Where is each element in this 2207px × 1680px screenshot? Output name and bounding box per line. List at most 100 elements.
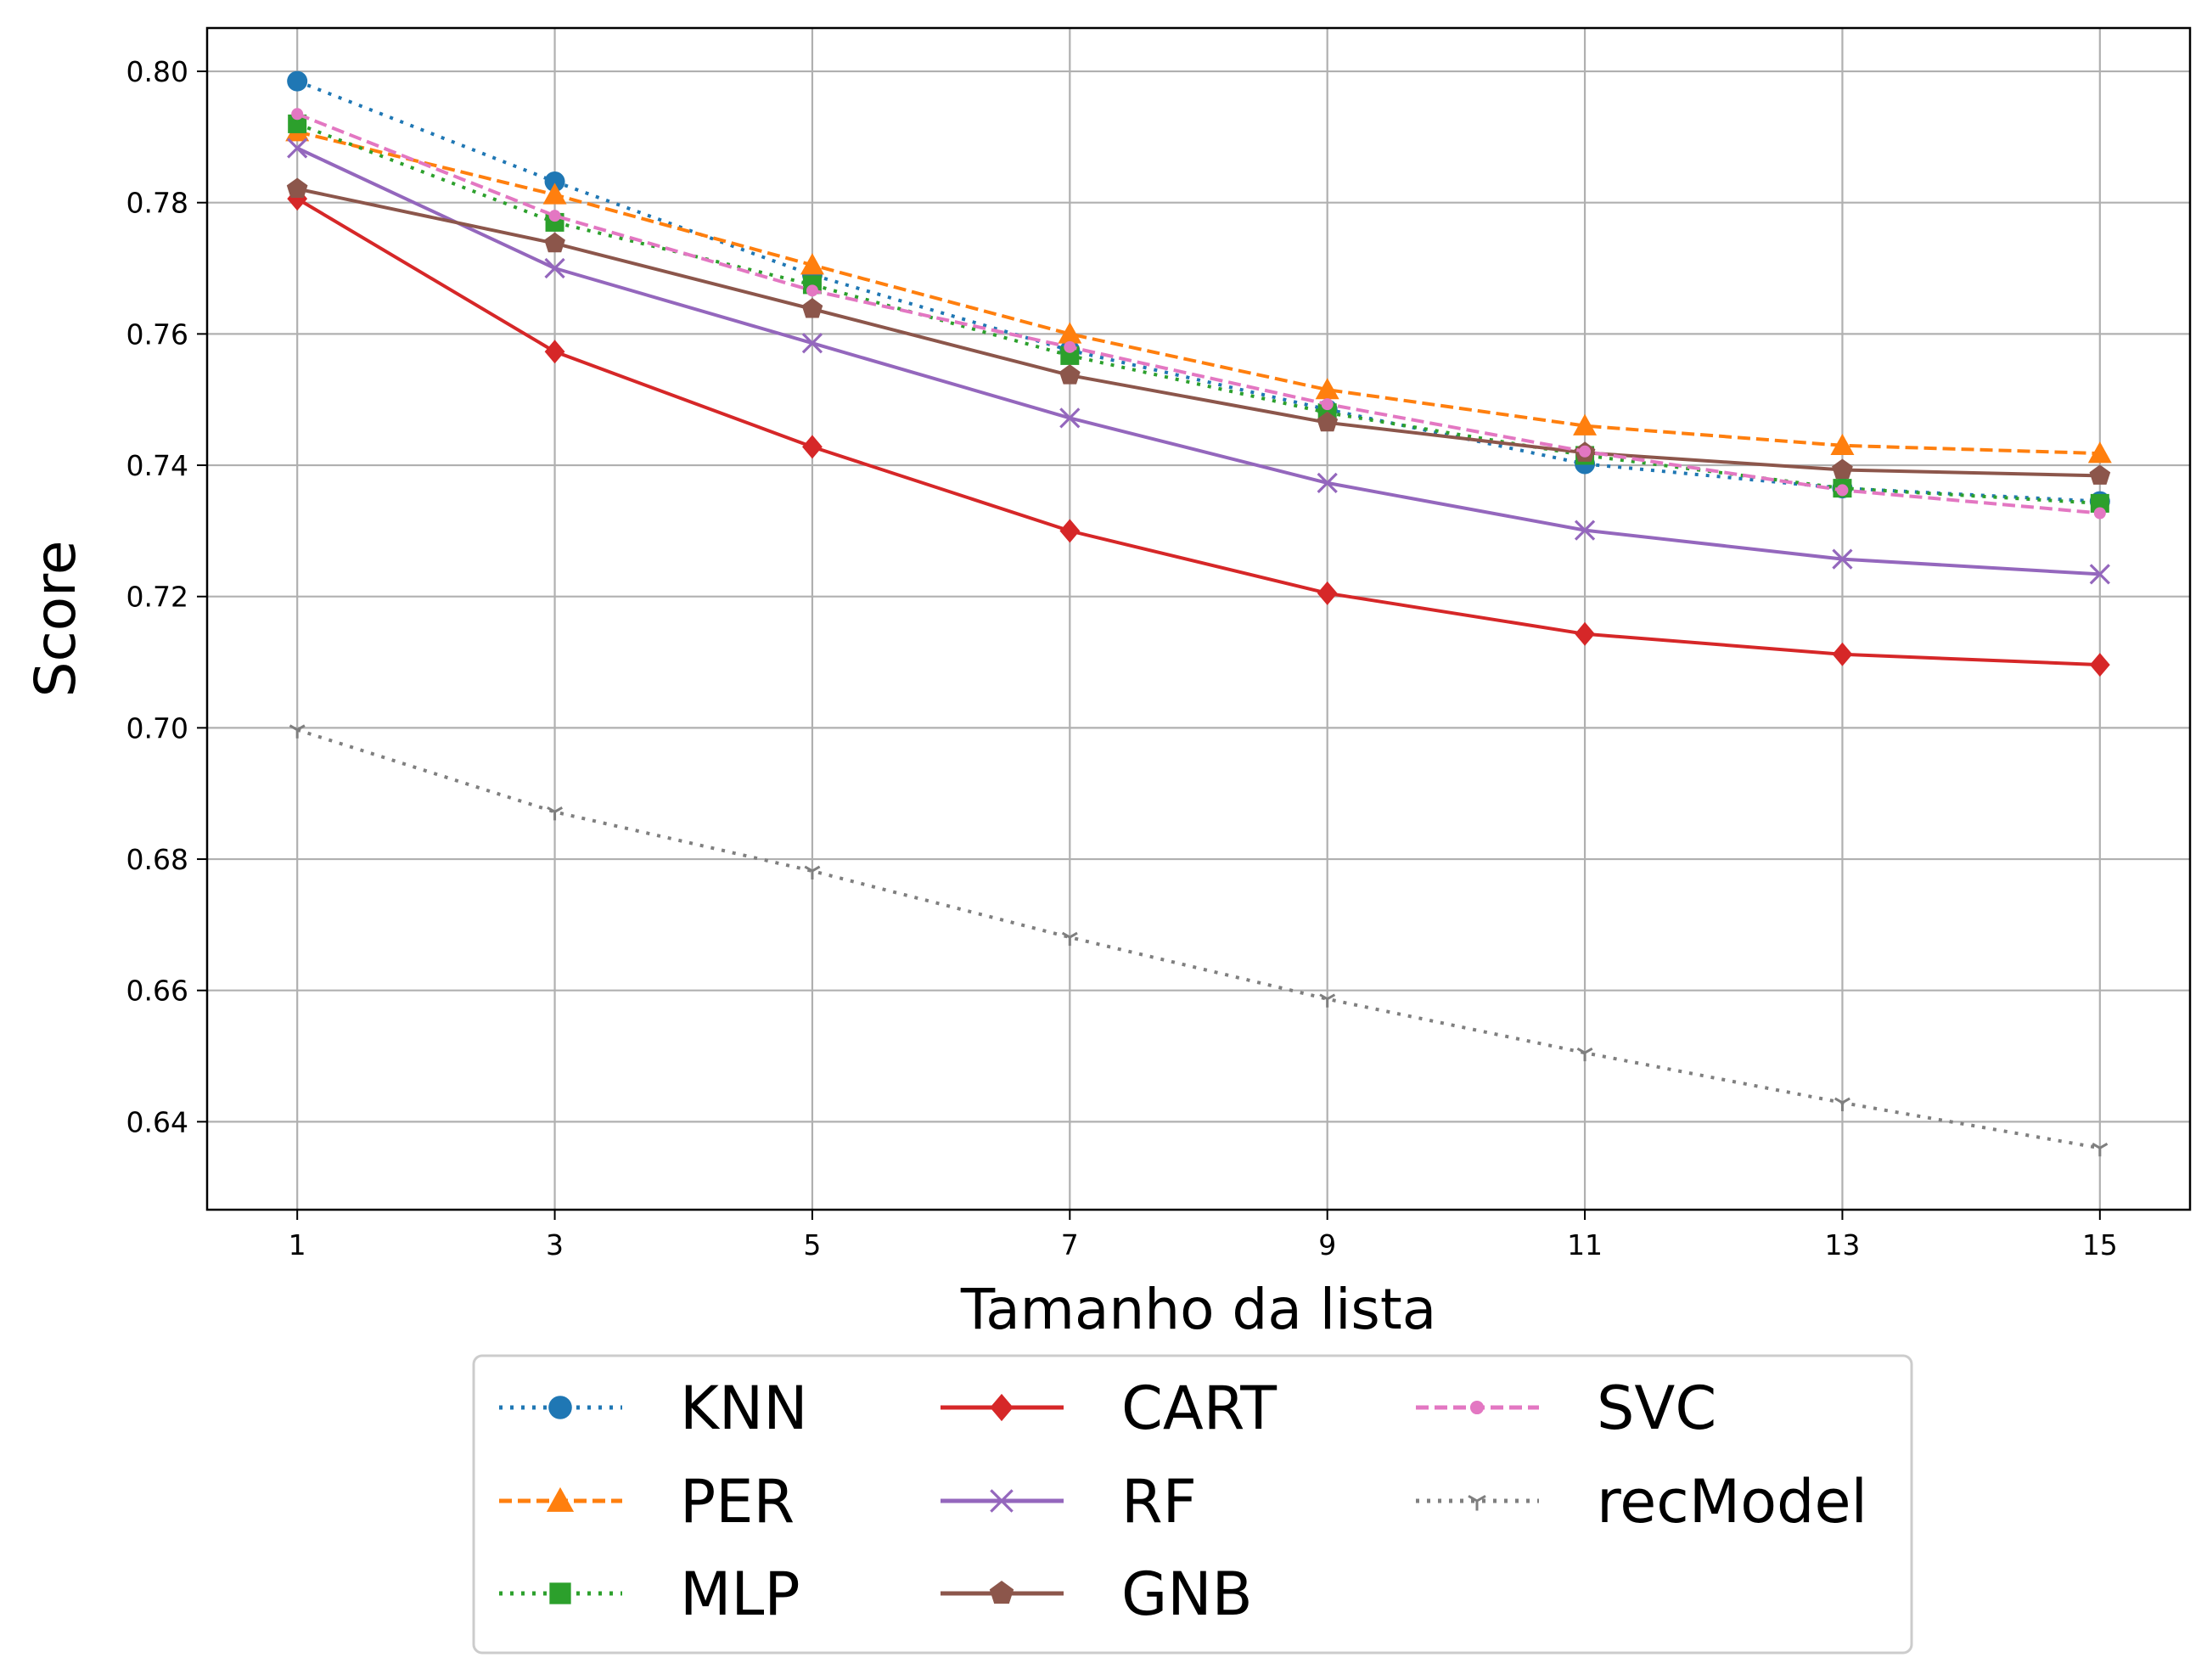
data-point [801,298,823,318]
data-point [548,210,561,222]
data-point [1059,519,1081,543]
data-point [1573,413,1598,435]
data-point [802,435,823,459]
data-point [1575,621,1595,646]
grid [207,28,2190,1210]
data-point [2090,493,2109,513]
data-point [1064,340,1076,353]
data-point [1317,472,1338,494]
data-point [1317,581,1338,605]
data-point [287,187,308,211]
data-point [1061,931,1078,947]
y-tick-label: 0.68 [126,843,188,876]
series-line [296,197,2100,667]
data-point [1832,642,1853,666]
y-tick-label: 0.80 [126,55,188,88]
legend-label: recModel [1597,1467,1867,1537]
data-point [2089,464,2111,485]
data-point [1317,411,1339,432]
x-axis-label: Tamanho da lista [960,1277,1436,1342]
x-tick-label: 7 [1061,1228,1079,1261]
series-line [296,728,2101,1150]
legend-item-recModel: recModel [1416,1467,1867,1537]
series-SVC [291,108,2106,520]
y-tick-label: 0.76 [126,317,188,351]
x-tick-label: 13 [1824,1228,1860,1261]
data-point [1058,322,1082,344]
data-point [287,70,308,92]
series-lines [285,70,2112,1157]
x-tick-label: 5 [803,1228,821,1261]
legend-label: CART [1121,1374,1277,1443]
data-point [548,1396,572,1419]
x-tick-label: 1 [289,1228,306,1261]
legend-item-RF: RF [941,1467,1197,1537]
y-tick-label: 0.64 [126,1105,188,1138]
data-point [2093,507,2106,520]
legend-label: GNB [1121,1559,1253,1629]
y-tick-label: 0.74 [126,449,188,482]
data-point [544,171,565,192]
data-point [990,1489,1014,1513]
y-tick-label: 0.78 [126,187,188,220]
data-point [2087,441,2112,464]
x-tick-label: 11 [1567,1228,1603,1261]
data-point [546,1486,575,1512]
data-point [1830,433,1855,456]
data-point [801,333,823,354]
legend-label: RF [1121,1467,1197,1537]
data-point [289,724,306,739]
data-point [542,183,567,205]
data-point [800,253,824,275]
x-tick-label: 15 [2082,1228,2118,1261]
data-point [544,232,565,253]
y-tick-label: 0.72 [126,581,188,614]
series-RF [287,138,2110,585]
data-point [804,865,821,879]
series-line [296,112,2100,515]
data-point [1832,458,1853,479]
y-tick-label: 0.70 [126,711,188,744]
data-point [291,108,304,121]
data-point [2089,653,2110,677]
y-axis-label: Score [23,541,88,698]
data-point [1832,548,1853,570]
legend-item-KNN: KNN [499,1374,808,1443]
series-line [296,187,2100,478]
axis-ticks: 1 3 5 7 9 11 13 150.640.660.680.700.720.740.760… [126,55,2118,1261]
data-point [1059,407,1081,429]
data-point [544,257,565,279]
data-point [806,284,818,297]
data-point [1319,993,1336,1008]
series-recModel [289,724,2109,1157]
x-tick-label: 3 [546,1228,564,1261]
data-point [1576,1047,1593,1062]
data-point [1321,398,1334,411]
x-tick-label: 9 [1318,1228,1336,1261]
legend-label: MLP [680,1559,800,1629]
data-point [288,114,307,133]
data-point [1836,484,1849,497]
legend-item-GNB: GNB [941,1559,1253,1629]
data-point [1579,445,1592,458]
data-point [287,138,308,159]
data-point [1834,1097,1850,1111]
legend-item-CART: CART [941,1374,1277,1443]
series-line [296,130,2100,456]
data-point [544,340,565,364]
legend: KNN PER MLP CART RF GNB SVC recModel [472,1354,1913,1655]
data-point [990,1393,1014,1422]
data-point [1315,378,1339,400]
series-GNB [286,177,2111,485]
legend-item-PER: PER [499,1467,795,1537]
plot-frame [205,26,2192,1211]
legend-item-MLP: MLP [499,1559,800,1629]
series-line [296,146,2100,576]
legend-box [472,1354,1913,1655]
data-point [549,1582,571,1604]
data-point [1060,346,1080,365]
legend-item-SVC: SVC [1416,1374,1716,1443]
data-point [1468,1494,1486,1511]
